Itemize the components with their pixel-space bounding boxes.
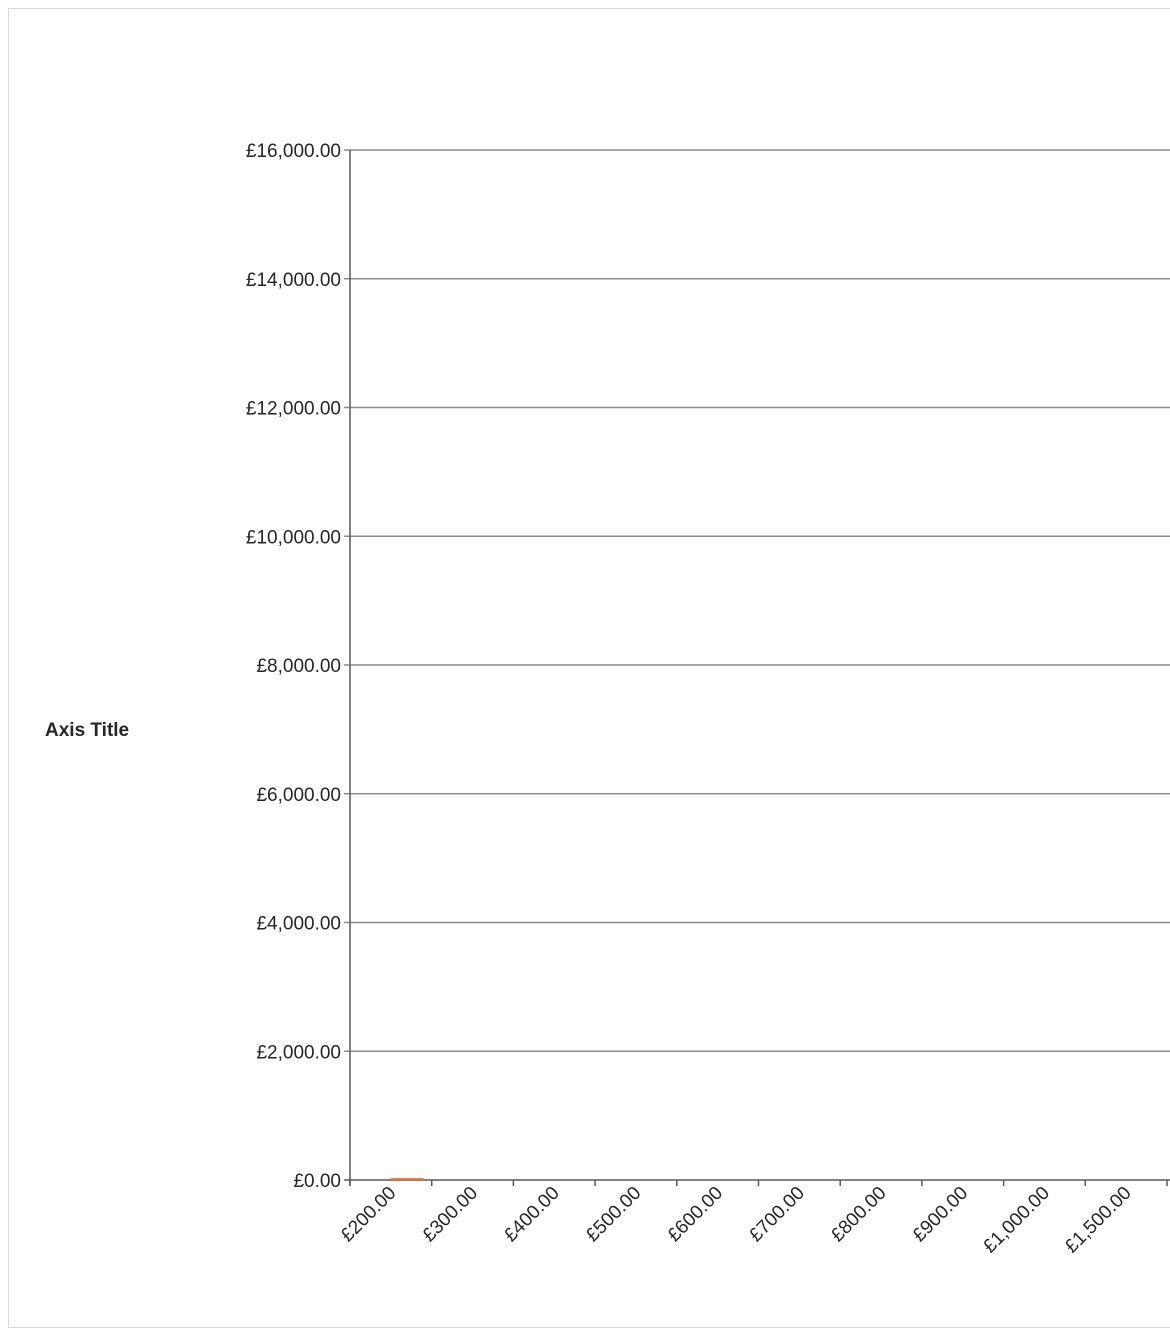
y-tick-label: £14,000.00 [246,270,341,291]
y-tick-label: £4,000.00 [256,914,341,935]
y-tick-label: £12,000.00 [246,399,341,420]
x-tick-label: £300.00 [419,1183,482,1246]
x-tick-labels: £200.00 £300.00 £400.00 £500.00 £600.00 £700.… [337,1180,1170,1257]
y-tick-label: £6,000.00 [256,785,341,806]
x-tick-label: £1,000.00 [979,1183,1054,1258]
x-tick-label: £400.00 [500,1183,563,1246]
y-tick-label: £16,000.00 [246,141,341,162]
x-tick-label: £800.00 [827,1183,890,1246]
x-tick-label: £1,500.00 [1061,1183,1136,1258]
y-tick-labels: £0.00 £2,000.00 £4,000.00 £6,000.00 £8,000.0… [246,141,341,1192]
x-tick-label: £900.00 [909,1183,972,1246]
x-tick-label: £600.00 [664,1183,727,1246]
x-tick-label: £200.00 [337,1183,400,1246]
x-tick-label: £700.00 [745,1183,808,1246]
y-tick-label: £10,000.00 [246,527,341,548]
gridlines [344,149,1170,1186]
y-tick-label: £0.00 [293,1171,341,1192]
y-tick-label: £2,000.00 [256,1042,341,1063]
y-axis-title: Axis Title [45,720,129,741]
x-tick-label: £500.00 [582,1183,645,1246]
y-tick-label: £8,000.00 [256,656,341,677]
